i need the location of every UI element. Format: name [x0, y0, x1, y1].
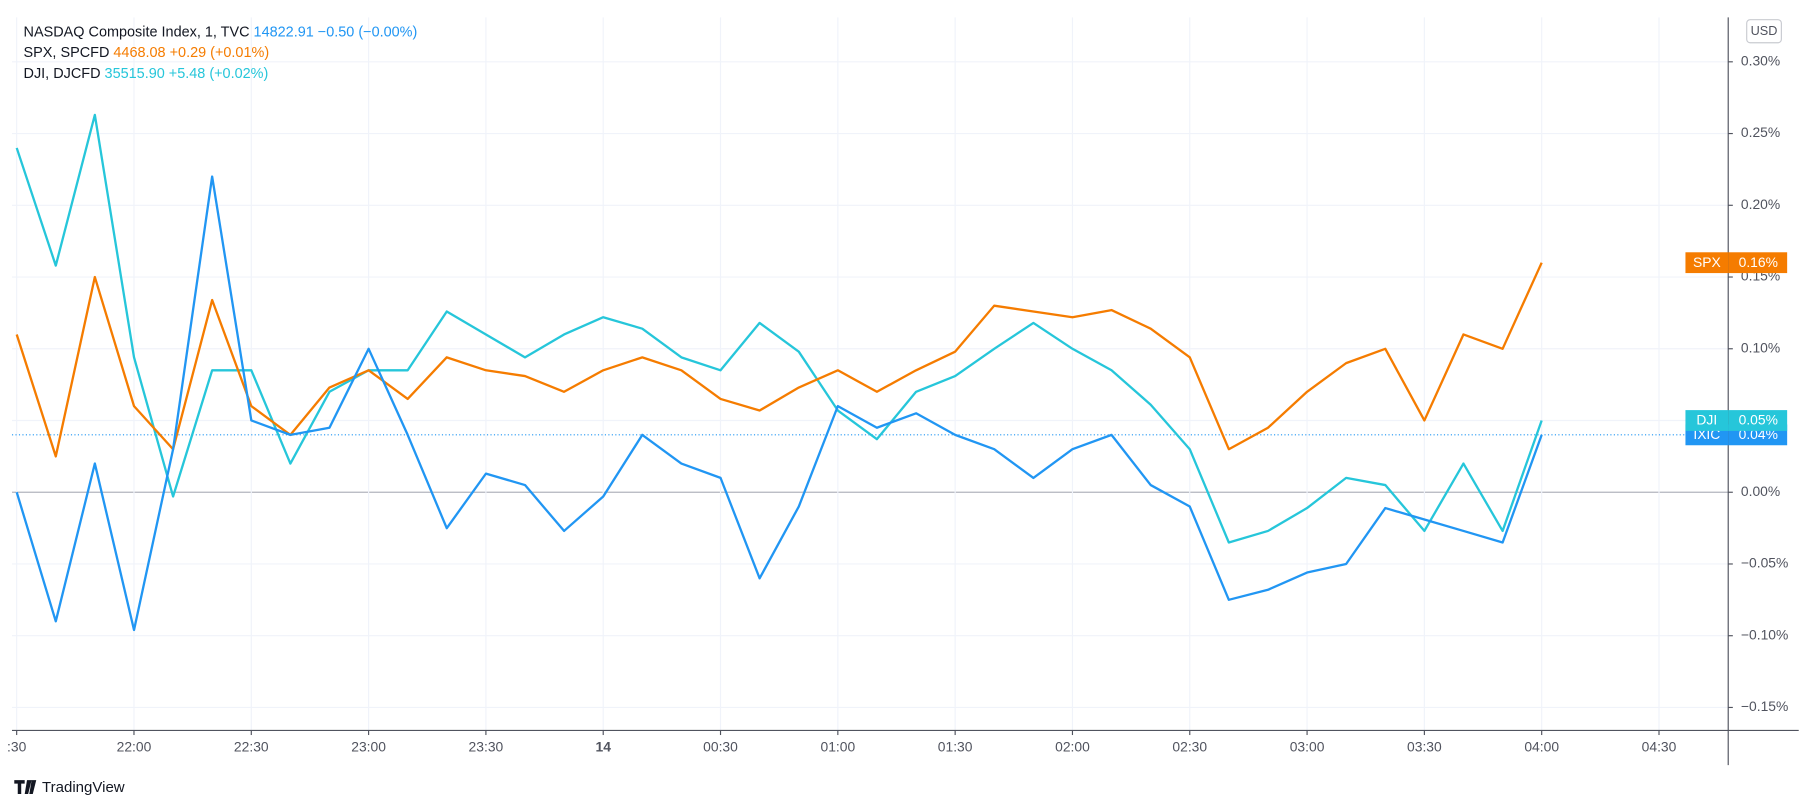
brand-name: TradingView [42, 779, 125, 796]
x-tick-label: :30 [7, 738, 27, 754]
y-tick-label: 0.25% [1741, 124, 1780, 140]
series-line [15, 113, 1543, 544]
legend-row: SPX, SPCFD 4468.08 +0.29 (+0.01%) [24, 45, 270, 61]
brand-logo [14, 780, 37, 794]
x-tick-label: 03:30 [1407, 738, 1442, 754]
x-tick-label: 01:00 [820, 738, 855, 754]
legend-change: +5.48 (+0.02%) [169, 66, 269, 82]
last-value-label: 0.16% [1739, 254, 1778, 270]
symbol-tag-label: SPX [1693, 254, 1721, 270]
plot: IXIC 0.04%SPX 0.16%DJI 0.05% [11, 113, 1788, 632]
series-line [15, 262, 1543, 458]
currency-box[interactable] [1746, 19, 1782, 44]
legend-name: NASDAQ Composite Index, 1, TVC [24, 24, 250, 40]
last-value-label: 0.05% [1739, 412, 1778, 428]
y-tick-label: −0.10% [1741, 626, 1788, 642]
legend-row: DJI, DJCFD 35515.90 +5.48 (+0.02%) [24, 66, 269, 82]
x-tick-label: 22:00 [117, 738, 152, 754]
x-tick-label: 01:30 [938, 738, 973, 754]
symbol-tag-label: DJI [1696, 412, 1717, 428]
x-tick-label: 02:30 [1172, 738, 1207, 754]
legend-change: −0.50 (−0.00%) [318, 24, 418, 40]
currency-label[interactable]: USD [1751, 23, 1778, 38]
y-tick-label: 0.20% [1741, 196, 1780, 212]
x-tick-label: 03:00 [1290, 738, 1325, 754]
legend-price: 14822.91 [254, 24, 314, 40]
last-value-tag [1728, 252, 1788, 274]
x-tick-label: 00:30 [703, 738, 738, 754]
x-tick-label: 04:30 [1642, 738, 1677, 754]
y-tick-label: −0.05% [1741, 555, 1788, 571]
x-tick-label: 02:00 [1055, 738, 1090, 754]
symbol-tag [1685, 252, 1729, 274]
y-tick-label: 0.30% [1741, 52, 1780, 68]
brand: TradingView [14, 779, 125, 796]
legend-name: SPX, SPCFD [24, 45, 110, 61]
y-tick-label: 0.10% [1741, 339, 1780, 355]
grid: −0.15%−0.10%−0.05%0.00%0.05%0.10%0.15%0.… [7, 17, 1788, 754]
legend-change: +0.29 (+0.01%) [170, 45, 270, 61]
x-tick-label: 04:00 [1524, 738, 1559, 754]
x-tick-label: 23:30 [469, 738, 504, 754]
legend-price: 35515.90 [105, 66, 165, 82]
last-value-tag [1728, 410, 1788, 431]
symbol-tag [1685, 410, 1729, 431]
legend-price: 4468.08 [113, 45, 165, 61]
x-tick-label: 14 [596, 738, 612, 754]
y-tick-label: −0.15% [1741, 698, 1788, 714]
series-line [15, 175, 1543, 632]
legend-row: NASDAQ Composite Index, 1, TVC 14822.91 … [24, 24, 418, 40]
y-tick-label: 0.00% [1741, 483, 1780, 499]
legend-name: DJI, DJCFD [24, 66, 101, 82]
x-tick-label: 22:30 [234, 738, 269, 754]
legend: NASDAQ Composite Index, 1, TVC 14822.91 … [24, 24, 418, 82]
x-tick-label: 23:00 [351, 738, 386, 754]
